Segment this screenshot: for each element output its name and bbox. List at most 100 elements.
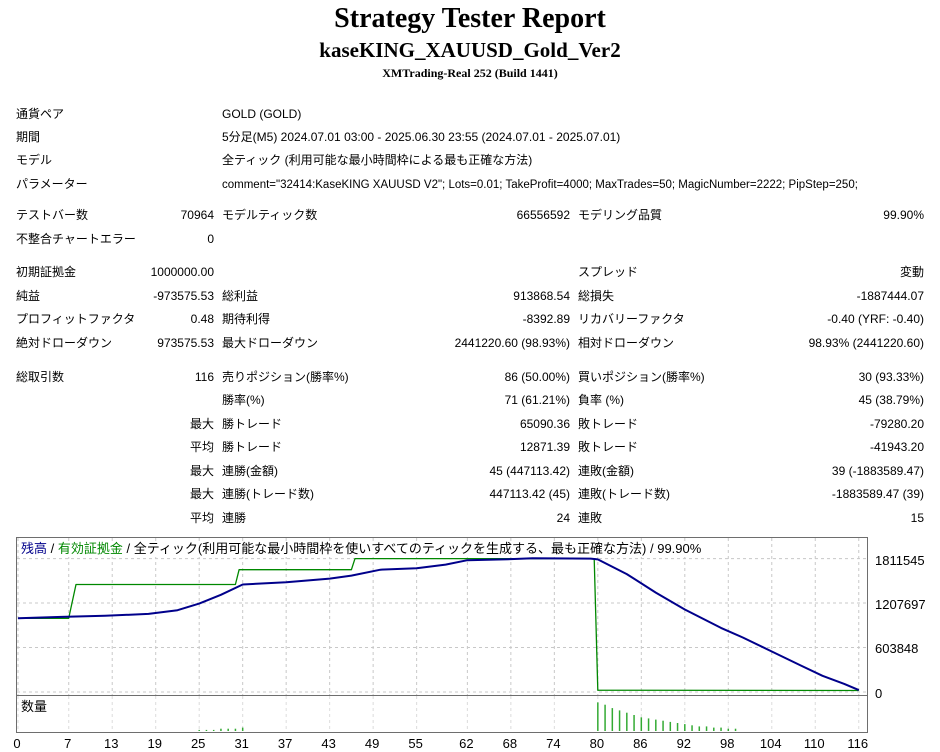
legend-equity: 有効証拠金 — [57, 541, 123, 556]
y-tick-label: 0 — [875, 686, 883, 701]
max-dd-value: 2441220.60 (98.93%) — [454, 336, 570, 350]
max-consec-trades-loss-value: -1883589.47 (39) — [831, 487, 924, 501]
max-consec-trades-prefix: 最大 — [189, 487, 214, 501]
total-trades-value: 116 — [194, 370, 214, 384]
balance-chart-plot — [17, 538, 867, 695]
server-info: XMTrading-Real 252 (Build 1441) — [382, 66, 558, 80]
x-tick-label: 68 — [502, 736, 518, 751]
x-tick-label: 92 — [676, 736, 692, 751]
rel-dd-value: 98.93% (2441220.60) — [808, 336, 924, 350]
params-label: パラメーター — [16, 177, 88, 191]
balance-chart: 残高 / 有効証拠金 / 全ティック(利用可能な最小時間枠を使いすべてのティック… — [16, 537, 868, 696]
x-tick-label: 7 — [64, 736, 72, 751]
volume-chart-plot — [17, 696, 860, 732]
rel-dd-label: 相対ドローダウン — [578, 336, 675, 350]
x-tick-label: 31 — [234, 736, 249, 751]
avg-consec-loss-value: 15 — [910, 511, 924, 525]
short-pos-label: 売りポジション(勝率%) — [222, 370, 349, 384]
x-tick-label: 104 — [759, 736, 782, 751]
largest-prefix: 最大 — [189, 417, 214, 431]
max-dd-label: 最大ドローダウン — [222, 336, 319, 350]
net-profit-value: -973575.53 — [153, 289, 214, 303]
long-pos-label: 買いポジション(勝率%) — [578, 370, 705, 384]
model-label: モデル — [16, 153, 53, 167]
x-tick-label: 37 — [277, 736, 293, 751]
abs-dd-label: 絶対ドローダウン — [16, 336, 113, 350]
symbol-value: GOLD (GOLD) — [222, 107, 302, 121]
short-pos-value: 86 (50.00%) — [504, 370, 570, 384]
volume-chart: 数量 — [16, 696, 868, 733]
equity-line — [18, 557, 859, 692]
x-tick-label: 43 — [321, 736, 336, 751]
deposit-label: 初期証拠金 — [16, 265, 77, 279]
gross-loss-value: -1887444.07 — [856, 289, 924, 303]
largest-loss-label: 敗トレード — [578, 417, 639, 431]
average-loss-value: -41943.20 — [869, 440, 924, 454]
deposit-value: 1000000.00 — [150, 265, 214, 279]
average-win-value: 12871.39 — [519, 440, 570, 454]
largest-win-label: 勝トレード — [222, 417, 283, 431]
average-prefix: 平均 — [189, 440, 214, 454]
profit-factor-label: プロフィットファクタ — [16, 312, 136, 326]
spread-value: 変動 — [899, 265, 924, 279]
y-tick-label: 1811545 — [875, 553, 925, 568]
y-tick-label: 1207697 — [875, 597, 926, 612]
x-tick-label: 13 — [103, 736, 119, 751]
recovery-factor-label: リカバリーファクタ — [578, 312, 685, 326]
bars-value: 70964 — [180, 208, 214, 222]
x-tick-label: 74 — [546, 736, 561, 751]
quality-value: 99.90% — [883, 208, 924, 222]
gross-loss-label: 総損失 — [578, 289, 615, 303]
gross-profit-value: 913868.54 — [513, 289, 570, 303]
report-title: Strategy Tester Report — [334, 3, 606, 34]
total-trades-label: 総取引数 — [16, 370, 65, 384]
x-tick-label: 0 — [13, 736, 21, 751]
spread-label: スプレッド — [578, 265, 639, 279]
x-tick-label: 55 — [408, 736, 423, 751]
x-tick-label: 116 — [847, 736, 869, 751]
gross-profit-label: 総利益 — [222, 289, 259, 303]
ticks-value: 66556592 — [516, 208, 570, 222]
x-tick-label: 98 — [720, 736, 735, 751]
avg-consec-win-value: 24 — [556, 511, 570, 525]
balance-line — [17, 557, 860, 692]
max-consec-amount-loss-value: 39 (-1883589.47) — [831, 464, 924, 478]
avg-consec-prefix: 平均 — [189, 511, 214, 525]
ea-name: kaseKING_XAUUSD_Gold_Ver2 — [319, 38, 621, 62]
avg-consec-loss-label: 連敗 — [578, 511, 603, 525]
legend-balance: 残高 — [21, 541, 48, 556]
ticks-label: モデルティック数 — [222, 208, 318, 222]
largest-loss-value: -79280.20 — [869, 417, 924, 431]
bars-label: テストバー数 — [16, 208, 89, 222]
loss-rate-value: 45 (38.79%) — [858, 393, 924, 407]
expected-payoff-label: 期待利得 — [222, 312, 271, 326]
max-consec-amount-loss-label: 連敗(金額) — [578, 464, 634, 478]
win-rate-value: 71 (61.21%) — [504, 393, 570, 407]
period-label: 期間 — [16, 130, 41, 144]
profit-factor-value: 0.48 — [190, 312, 214, 326]
chart-legend: 残高 / 有効証拠金 / 全ティック(利用可能な最小時間枠を使いすべてのティック… — [21, 541, 704, 557]
abs-dd-value: 973575.53 — [157, 336, 214, 350]
net-profit-label: 純益 — [16, 289, 41, 303]
x-tick-label: 62 — [459, 736, 474, 751]
max-consec-amount-prefix: 最大 — [189, 464, 214, 478]
expected-payoff-value: -8392.89 — [522, 312, 570, 326]
x-tick-label: 86 — [633, 736, 648, 751]
average-loss-label: 敗トレード — [578, 440, 639, 454]
params-value: comment="32414:KaseKING XAUUSD V2"; Lots… — [222, 179, 858, 191]
loss-rate-label: 負率 (%) — [578, 393, 624, 407]
max-consec-trades-win-value: 447113.42 (45) — [489, 487, 570, 501]
win-rate-label: 勝率(%) — [222, 393, 265, 407]
y-tick-label: 603848 — [875, 641, 919, 656]
max-consec-amount-win-label: 連勝(金額) — [222, 464, 278, 478]
largest-win-value: 65090.36 — [519, 417, 570, 431]
x-tick-label: 19 — [147, 736, 162, 751]
max-consec-trades-loss-label: 連敗(トレード数) — [578, 487, 670, 501]
max-consec-trades-win-label: 連勝(トレード数) — [222, 487, 314, 501]
model-value: 全ティック (利用可能な最小時間枠による最も正確な方法) — [222, 153, 533, 167]
x-tick-label: 25 — [190, 736, 206, 751]
mismatch-value: 0 — [207, 232, 214, 246]
recovery-factor-value: -0.40 (YRF: -0.40) — [827, 312, 924, 326]
avg-consec-win-label: 連勝 — [222, 511, 247, 525]
x-tick-label: 49 — [364, 736, 380, 751]
